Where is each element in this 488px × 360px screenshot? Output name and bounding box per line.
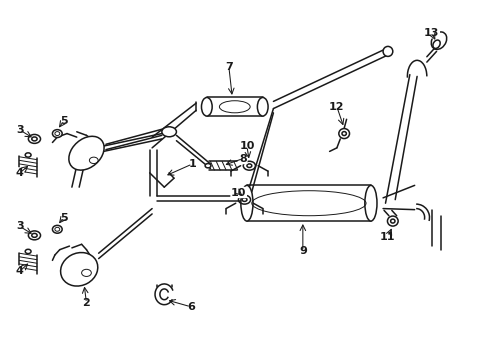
Ellipse shape xyxy=(52,225,62,233)
Ellipse shape xyxy=(25,153,31,157)
Ellipse shape xyxy=(257,98,267,116)
Text: 5: 5 xyxy=(60,212,67,222)
Text: 1: 1 xyxy=(188,159,196,169)
Ellipse shape xyxy=(430,32,446,49)
Text: 9: 9 xyxy=(298,247,306,256)
Ellipse shape xyxy=(25,249,31,253)
Text: 11: 11 xyxy=(379,232,395,242)
Text: 4: 4 xyxy=(16,266,24,276)
Text: 3: 3 xyxy=(16,221,23,231)
Text: 7: 7 xyxy=(224,63,232,72)
Text: 10: 10 xyxy=(230,188,246,198)
Ellipse shape xyxy=(69,136,104,170)
Text: 8: 8 xyxy=(239,154,246,163)
Text: 3: 3 xyxy=(16,125,23,135)
Ellipse shape xyxy=(364,185,376,221)
Text: 13: 13 xyxy=(423,28,439,38)
Ellipse shape xyxy=(162,127,176,137)
Ellipse shape xyxy=(61,253,98,286)
Text: 4: 4 xyxy=(16,168,24,178)
Ellipse shape xyxy=(241,185,252,221)
Ellipse shape xyxy=(382,46,392,57)
Ellipse shape xyxy=(201,98,212,116)
Text: 2: 2 xyxy=(82,298,90,308)
Ellipse shape xyxy=(432,40,439,49)
Text: 5: 5 xyxy=(60,116,67,126)
Ellipse shape xyxy=(204,163,210,168)
Ellipse shape xyxy=(52,130,62,138)
Text: 10: 10 xyxy=(239,141,254,151)
Text: 12: 12 xyxy=(328,102,344,112)
Text: 6: 6 xyxy=(187,302,195,312)
